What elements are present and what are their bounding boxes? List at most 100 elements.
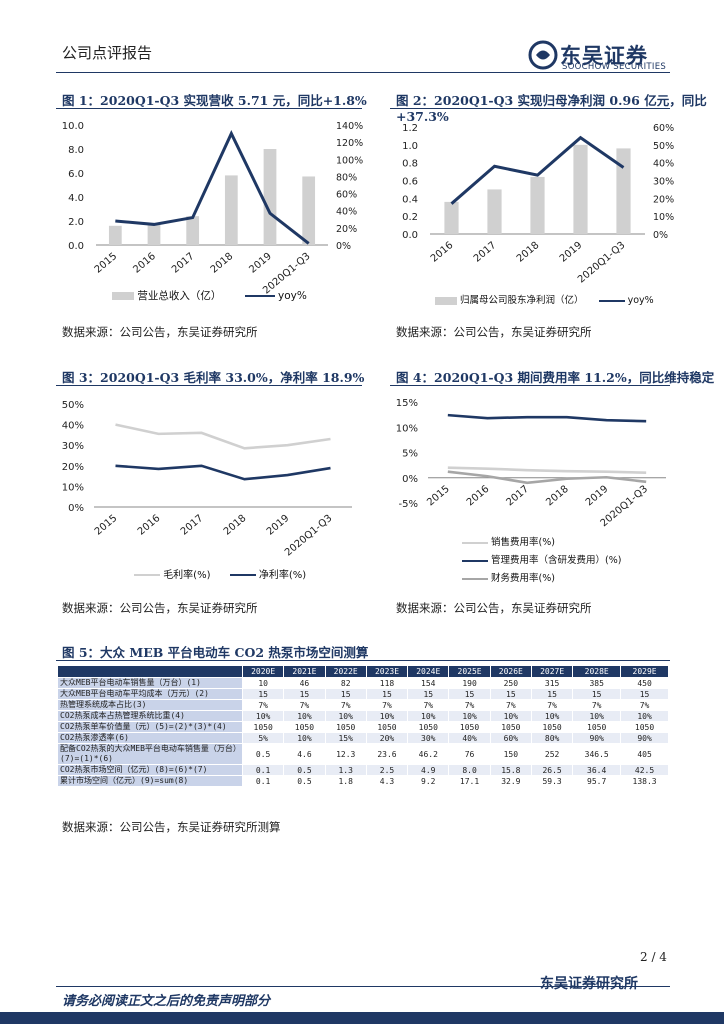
y-tick-label: 1.2: [402, 123, 418, 134]
logo-subtitle: SOOCHOW SECURITIES: [562, 62, 667, 72]
y-tick-label: -5%: [399, 499, 418, 510]
y-tick-label: 4.0: [68, 193, 84, 204]
bar: [147, 223, 161, 245]
legend-label: 营业总收入（亿）: [137, 290, 222, 302]
legend-label: yoy%: [627, 295, 654, 306]
y2-tick-label: 0%: [653, 230, 668, 241]
series-line: [447, 413, 647, 423]
table-row: 配备CO2热泵的大众MEB平台电动车销售量（万台）(7)=(1)*(6) 0.5 4…: [57, 743, 669, 765]
footer-disclaimer: 请务必阅读正文之后的免责声明部分: [62, 994, 271, 1009]
table-cell: 1050: [324, 721, 367, 733]
legend-swatch-line: [244, 295, 275, 297]
table-header-cell: 2024E: [407, 665, 450, 678]
y2-tick-label: 10%: [653, 212, 674, 223]
series-line: [447, 470, 647, 485]
table-cell: 7%: [620, 699, 669, 711]
y-tick-label: 0%: [402, 474, 418, 485]
fig2-title-rule: [390, 108, 670, 109]
table-cell: 450: [620, 677, 669, 689]
table-cell: 7%: [283, 699, 326, 711]
x-tick-label: 2016: [136, 513, 163, 538]
bar: [302, 176, 316, 245]
table-header-cell: 2020E: [241, 665, 285, 678]
y-tick-label: 0.0: [402, 230, 418, 241]
bar: [186, 216, 200, 245]
table-cell: 1050: [283, 721, 326, 733]
table-header-cell: 2028E: [572, 665, 622, 678]
legend-swatch-line: [598, 299, 625, 302]
table-cell: 10%: [530, 710, 574, 722]
table-cell: 10%: [283, 710, 326, 722]
table-cell: 4.9: [407, 764, 450, 776]
page-number: 2 / 4: [640, 950, 667, 964]
fig1-title-rule: [56, 108, 362, 109]
table-row-label: 热管理系统成本占比(3): [57, 699, 243, 711]
y-tick-label: 10%: [62, 482, 84, 493]
series-line-yoy: [450, 135, 625, 205]
table-cell: 10%: [489, 710, 532, 722]
table-cell: 1050: [407, 721, 450, 733]
y-tick-label: 10.0: [62, 121, 84, 132]
table-cell: 7%: [448, 699, 491, 711]
bar: [573, 144, 588, 234]
table-cell: 0.1: [241, 775, 285, 787]
legend-swatch-line: [229, 574, 256, 576]
table-cell: 4.6: [283, 743, 326, 765]
table-row: 累计市场空间（亿元）(9)=sum(8) 0.1 0.5 1.8 4.3 9.2 17.1 3…: [57, 775, 669, 787]
y2-tick-label: 20%: [653, 194, 674, 205]
fig3-chart: 0% 10% 20% 30% 40% 50% 2015 2016 2017 2018 2019202…: [62, 400, 352, 559]
x-tick-label: 2020Q1-Q3: [576, 240, 627, 286]
fig4-chart: -5%0%5%10%15%2015 2016 2017 2018 20192020Q1-…: [396, 398, 666, 529]
y-tick-label: 0.4: [402, 194, 418, 205]
table-cell: 15: [365, 688, 409, 700]
y-tick-label: 0%: [68, 503, 84, 514]
table-row-label: 配备CO2热泵的大众MEB平台电动车销售量（万台）(7)=(1)*(6): [57, 743, 243, 765]
fig3-legend: 毛利率(%) 净利率(%): [134, 566, 306, 581]
table-cell: 46.2: [407, 743, 450, 765]
table-header-cell: 2026E: [489, 665, 532, 678]
x-tick-label: 2015: [425, 484, 452, 509]
table-cell: 15: [489, 688, 532, 700]
table-cell: 118: [365, 677, 409, 689]
y-tick-label: 0.2: [402, 212, 418, 223]
table-cell: 10%: [448, 710, 491, 722]
table-row-label: CO2热泵市场空间（亿元）(8)=(6)*(7): [57, 764, 243, 776]
x-tick-label: 2015: [93, 513, 120, 538]
y-tick-label: 6.0: [68, 169, 84, 180]
table-header-cell: 2025E: [448, 665, 491, 678]
table-cell: 10%: [324, 710, 367, 722]
table-cell: 26.5: [530, 764, 574, 776]
footer-brand: 东吴证券研究所: [540, 976, 638, 992]
table-cell: 95.7: [572, 775, 622, 787]
table-cell: 76: [448, 743, 491, 765]
table-header-cell: 2022E: [324, 665, 367, 678]
table-row: 热管理系统成本占比(3) 7% 7% 7% 7% 7% 7% 7% 7% 7% 7%: [57, 699, 669, 711]
table-cell: 40%: [448, 732, 491, 744]
legend-label: 管理费用率（含研发费用）(%): [491, 555, 622, 566]
table-cell: 315: [530, 677, 574, 689]
table-cell: 23.6: [365, 743, 409, 765]
series-line: [447, 466, 647, 474]
table-cell: 252: [530, 743, 574, 765]
table-cell: 90%: [620, 732, 669, 744]
x-tick-label: 2019: [265, 513, 292, 538]
table-cell: 10: [241, 677, 285, 689]
table-cell: 7%: [489, 699, 532, 711]
x-tick-label: 2016: [429, 240, 456, 265]
table-row: CO2热泵成本占热管理系统比重(4) 10% 10% 10% 10% 10% 10% 10% 1…: [57, 710, 669, 722]
y-tick-label: 1.0: [402, 141, 418, 152]
table-cell: 60%: [489, 732, 532, 744]
table-cell: 15: [324, 688, 367, 700]
table-cell: 7%: [407, 699, 450, 711]
fig5-title: 图 5：大众 MEB 平台电动车 CO2 热泵市场空间测算: [62, 645, 369, 660]
table-cell: 0.5: [283, 775, 326, 787]
bar: [224, 175, 238, 245]
header-rule: [56, 72, 670, 73]
x-tick-label: 2018: [544, 484, 571, 509]
table-cell: 10%: [620, 710, 669, 722]
table-header-cell: 2029E: [620, 665, 669, 678]
table-cell: 1050: [572, 721, 622, 733]
logo-text: 东吴证券: [560, 44, 648, 68]
legend-label: 净利率(%): [258, 570, 307, 581]
y-tick-label: 0.8: [402, 159, 418, 170]
